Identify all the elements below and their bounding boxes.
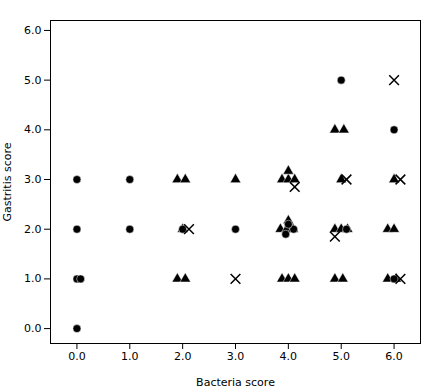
svg-text:0.0: 0.0 — [24, 322, 42, 335]
svg-text:0.0: 0.0 — [68, 350, 86, 363]
svg-text:1.0: 1.0 — [121, 350, 139, 363]
svg-text:4.0: 4.0 — [280, 350, 298, 363]
svg-text:2.0: 2.0 — [174, 350, 192, 363]
svg-text:2.0: 2.0 — [24, 223, 42, 236]
svg-text:4.0: 4.0 — [24, 123, 42, 136]
svg-text:Gastritis score: Gastritis score — [1, 142, 14, 221]
svg-text:6.0: 6.0 — [24, 24, 42, 37]
svg-text:6.0: 6.0 — [385, 350, 403, 363]
svg-text:1.0: 1.0 — [24, 272, 42, 285]
svg-text:3.0: 3.0 — [227, 350, 245, 363]
svg-text:5.0: 5.0 — [24, 74, 42, 87]
svg-text:5.0: 5.0 — [332, 350, 350, 363]
svg-text:Bacteria score: Bacteria score — [196, 376, 275, 388]
svg-text:3.0: 3.0 — [24, 173, 42, 186]
